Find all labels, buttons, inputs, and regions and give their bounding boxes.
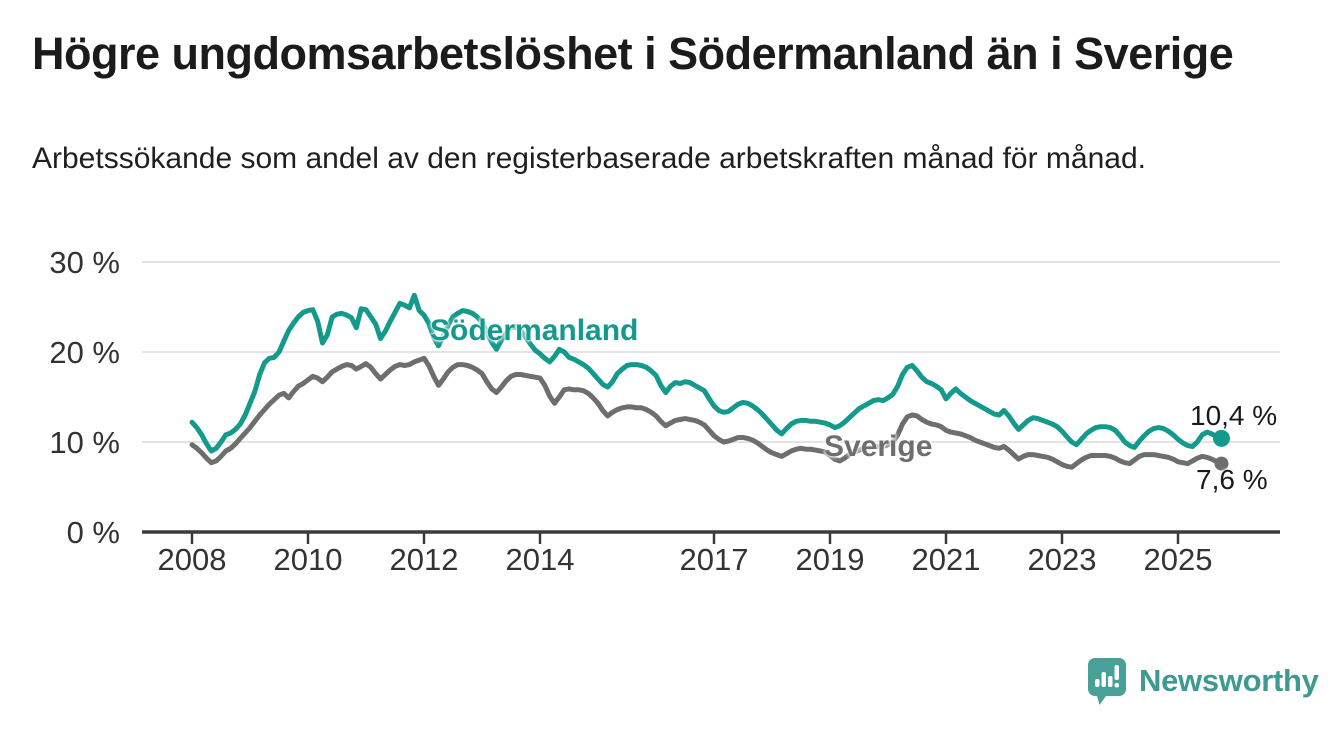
page-title: Högre ungdomsarbetslöshet i Södermanland… xyxy=(32,28,1234,79)
end-value-label-sodermanland: 10,4 % xyxy=(1190,400,1278,431)
y-axis-tick-label: 30 % xyxy=(49,245,120,280)
series-label-sodermanland: Södermanland xyxy=(430,314,639,347)
x-axis-tick-label: 2014 xyxy=(506,542,575,577)
end-value-label-sverige: 7,6 % xyxy=(1196,464,1268,495)
x-axis-tick-label: 2017 xyxy=(680,542,749,577)
newsworthy-logo: Newsworthy xyxy=(1086,656,1319,706)
series-line-sverige xyxy=(189,355,1224,470)
y-axis-tick-label: 20 % xyxy=(49,335,120,370)
x-axis-tick-label: 2019 xyxy=(796,542,865,577)
newsworthy-logo-text: Newsworthy xyxy=(1139,663,1319,698)
y-axis-tick-label: 0 % xyxy=(67,515,120,550)
x-axis-tick-label: 2025 xyxy=(1144,542,1213,577)
x-axis-tick-label: 2021 xyxy=(912,542,981,577)
series-end-dot-sdermanland xyxy=(1213,429,1230,447)
x-axis-tick-label: 2012 xyxy=(390,542,459,577)
x-axis-tick-label: 2023 xyxy=(1028,542,1097,577)
series-end-dot-sverige xyxy=(1214,456,1229,471)
x-axis-tick-label: 2010 xyxy=(274,542,343,577)
newsworthy-logo-icon xyxy=(1088,658,1126,705)
y-axis-tick-label: 10 % xyxy=(49,425,120,460)
series-label-sverige: Sverige xyxy=(824,430,933,463)
chart-subtitle: Arbetssökande som andel av den registerb… xyxy=(32,142,1146,175)
series-line-sdermanland xyxy=(189,292,1224,454)
x-axis-tick-label: 2008 xyxy=(158,542,227,577)
